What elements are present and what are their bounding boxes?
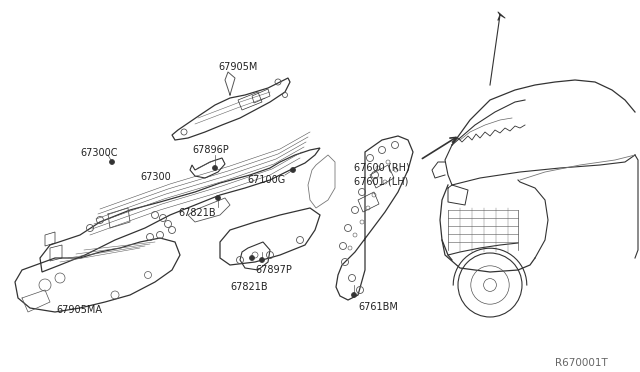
Text: 67300C: 67300C [80,148,118,158]
Text: 6761BM: 6761BM [358,302,398,312]
Circle shape [109,160,115,164]
Text: R670001T: R670001T [555,358,608,368]
Text: 67905M: 67905M [218,62,257,72]
Circle shape [259,257,264,263]
Circle shape [250,256,255,260]
Circle shape [291,167,296,173]
Text: 67601 (LH): 67601 (LH) [354,177,408,187]
Circle shape [351,292,356,298]
Text: 67100G: 67100G [247,175,285,185]
Circle shape [216,196,221,201]
Text: 67897P: 67897P [255,265,292,275]
Text: 67600 (RH): 67600 (RH) [354,163,410,173]
Text: 67821B: 67821B [178,208,216,218]
Text: 67821B: 67821B [230,282,268,292]
Text: 67300: 67300 [140,172,171,182]
Text: 67896P: 67896P [192,145,228,155]
Text: 67905MA: 67905MA [56,305,102,315]
Circle shape [212,166,218,170]
